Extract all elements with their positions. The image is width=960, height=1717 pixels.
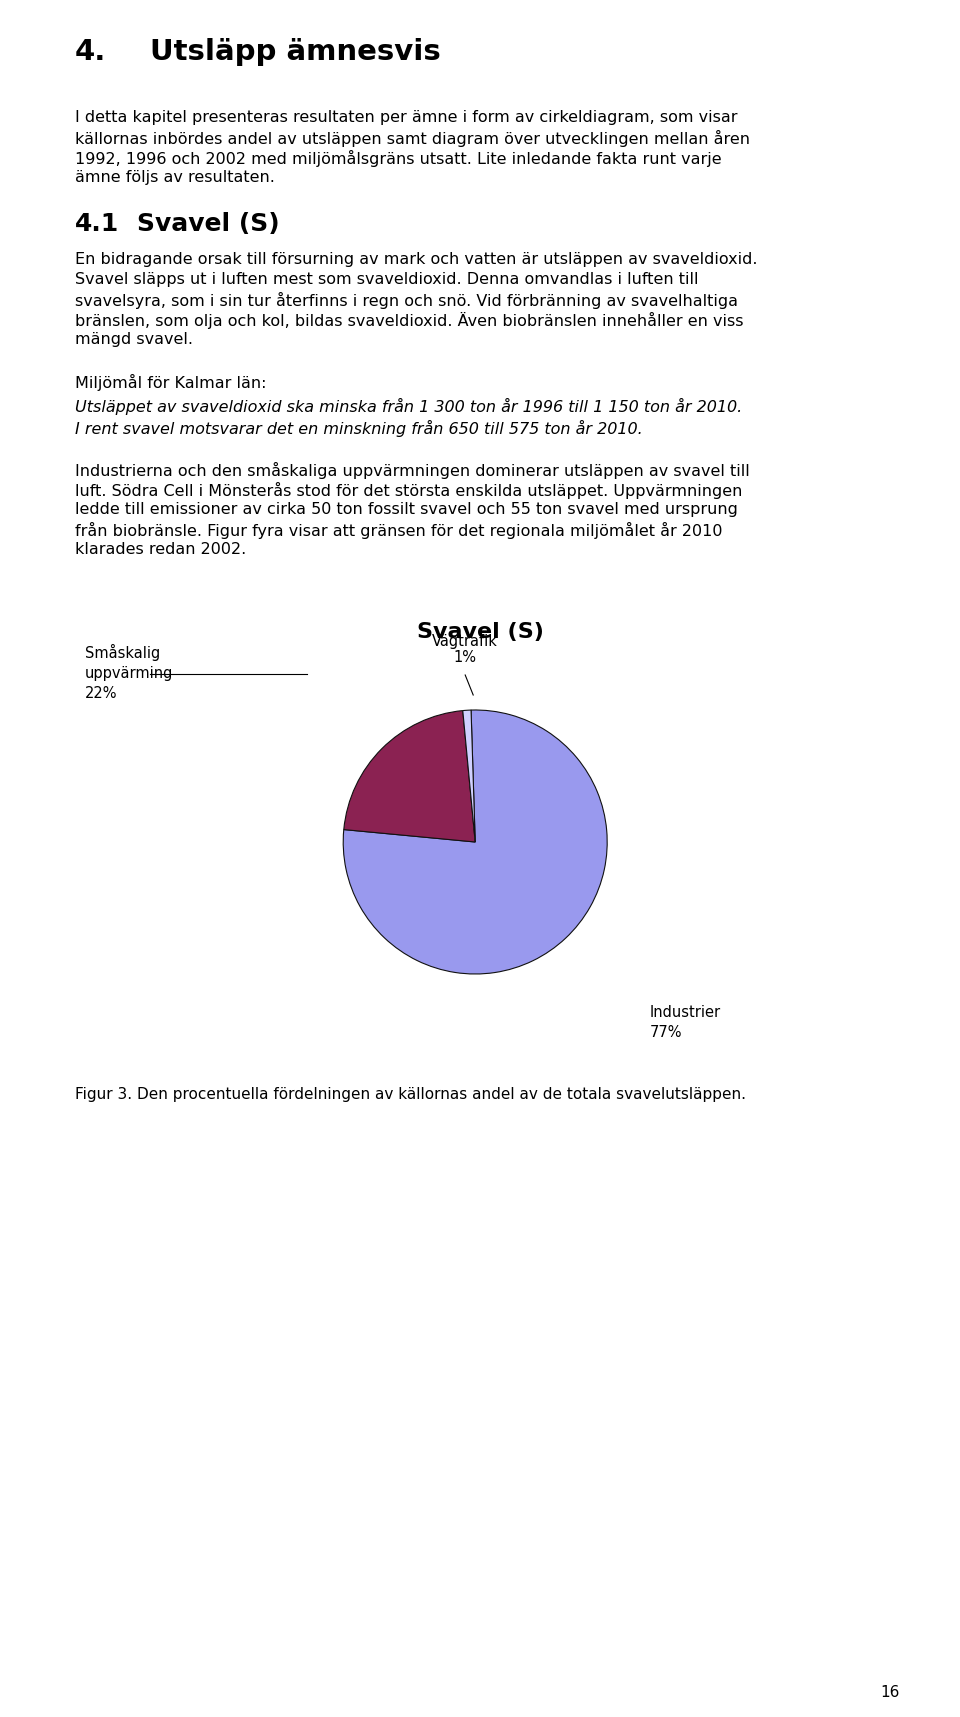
Text: Miljömål för Kalmar län:: Miljömål för Kalmar län: xyxy=(75,374,267,391)
Text: Utsläpp ämnesvis: Utsläpp ämnesvis xyxy=(150,38,441,65)
Text: 1%: 1% xyxy=(454,651,477,664)
Wedge shape xyxy=(463,711,475,841)
Text: ämne följs av resultaten.: ämne följs av resultaten. xyxy=(75,170,275,185)
Text: luft. Södra Cell i Mönsterås stod för det största enskilda utsläppet. Uppvärmnin: luft. Södra Cell i Mönsterås stod för de… xyxy=(75,482,742,500)
Text: I rent svavel motsvarar det en minskning från 650 till 575 ton år 2010.: I rent svavel motsvarar det en minskning… xyxy=(75,421,643,438)
Text: källornas inbördes andel av utsläppen samt diagram över utvecklingen mellan åren: källornas inbördes andel av utsläppen sa… xyxy=(75,130,750,148)
Text: Svavel (S): Svavel (S) xyxy=(417,622,543,642)
Text: Industrier
77%: Industrier 77% xyxy=(650,1004,721,1041)
Text: Industrierna och den småskaliga uppvärmningen dominerar utsläppen av svavel till: Industrierna och den småskaliga uppvärmn… xyxy=(75,462,750,479)
Text: svavelsyra, som i sin tur återfinns i regn och snö. Vid förbränning av svavelhal: svavelsyra, som i sin tur återfinns i re… xyxy=(75,292,738,309)
Text: Vägtrafik: Vägtrafik xyxy=(432,634,498,649)
Text: klarades redan 2002.: klarades redan 2002. xyxy=(75,543,247,556)
Text: mängd svavel.: mängd svavel. xyxy=(75,331,193,347)
Text: 16: 16 xyxy=(880,1684,900,1700)
Text: bränslen, som olja och kol, bildas svaveldioxid. Även biobränslen innehåller en : bränslen, som olja och kol, bildas svave… xyxy=(75,312,743,330)
Text: ledde till emissioner av cirka 50 ton fossilt svavel och 55 ton svavel med urspr: ledde till emissioner av cirka 50 ton fo… xyxy=(75,501,738,517)
Text: från biobränsle. Figur fyra visar att gränsen för det regionala miljömålet år 20: från biobränsle. Figur fyra visar att gr… xyxy=(75,522,723,539)
Text: En bidragande orsak till försurning av mark och vatten är utsläppen av svaveldio: En bidragande orsak till försurning av m… xyxy=(75,252,757,268)
Text: 4.1: 4.1 xyxy=(75,211,119,235)
Text: Svavel (S): Svavel (S) xyxy=(137,211,279,235)
Text: I detta kapitel presenteras resultaten per ämne i form av cirkeldiagram, som vis: I detta kapitel presenteras resultaten p… xyxy=(75,110,737,125)
Text: Figur 3. Den procentuella fördelningen av källornas andel av de totala svaveluts: Figur 3. Den procentuella fördelningen a… xyxy=(75,1087,746,1102)
Wedge shape xyxy=(344,711,475,841)
Text: 4.: 4. xyxy=(75,38,107,65)
Text: Utsläppet av svaveldioxid ska minska från 1 300 ton år 1996 till 1 150 ton år 20: Utsläppet av svaveldioxid ska minska frå… xyxy=(75,398,742,416)
Wedge shape xyxy=(344,711,607,974)
Text: Svavel släpps ut i luften mest som svaveldioxid. Denna omvandlas i luften till: Svavel släpps ut i luften mest som svave… xyxy=(75,271,699,287)
Text: 1992, 1996 och 2002 med miljömålsgräns utsatt. Lite inledande fakta runt varje: 1992, 1996 och 2002 med miljömålsgräns u… xyxy=(75,149,722,167)
Text: Småskalig
uppvärming
22%: Småskalig uppvärming 22% xyxy=(85,644,174,701)
